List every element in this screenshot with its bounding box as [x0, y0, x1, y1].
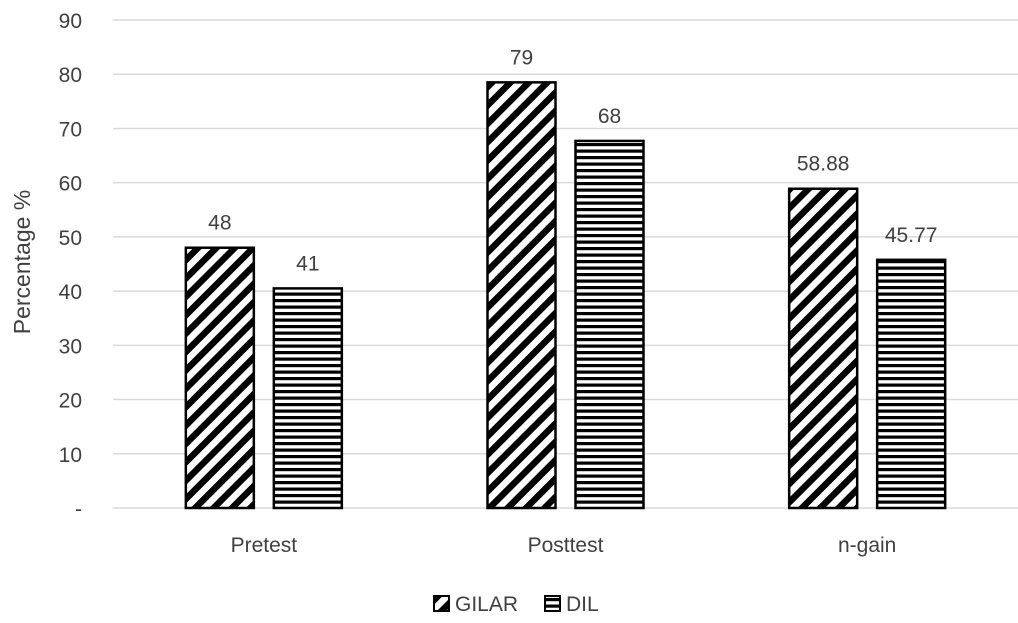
legend-swatch-dil: [544, 595, 561, 612]
y-tick-label: 20: [59, 390, 82, 413]
bar-dil-pretest: [272, 287, 344, 510]
y-tick-label: 70: [59, 118, 82, 141]
x-tick-label: n-gain: [838, 534, 896, 557]
legend-swatch-gilar: [433, 595, 450, 612]
data-label: 45.77: [885, 224, 938, 247]
data-label: 68: [598, 105, 621, 128]
data-label: 41: [296, 252, 319, 275]
legend-label-gilar: GILAR: [455, 593, 518, 616]
bar-gilar-n-gain: [787, 187, 859, 510]
x-axis-ticks: Pretest Posttest n-gain: [231, 534, 897, 557]
bar-dil-n-gain: [875, 258, 947, 510]
y-tick-label: -: [75, 498, 82, 521]
bar-gilar-posttest: [486, 81, 557, 510]
y-tick-label: 80: [59, 64, 82, 87]
data-label: 79: [510, 46, 533, 69]
data-label: 48: [208, 212, 231, 235]
legend-item-dil: DIL: [544, 593, 599, 616]
x-tick-label: Pretest: [231, 534, 298, 557]
y-tick-label: 60: [59, 173, 82, 196]
legend-item-gilar: GILAR: [433, 593, 518, 616]
y-tick-label: 40: [59, 281, 82, 304]
bar-dil-posttest: [574, 139, 645, 510]
y-tick-label: 10: [59, 444, 82, 467]
y-tick-label: 30: [59, 335, 82, 358]
gridlines: [113, 19, 1018, 509]
data-labels: 48 41 79 68 58.88 45.77: [208, 46, 937, 275]
y-axis-ticks: - 10 20 30 40 50 60 70 80 90: [59, 10, 82, 521]
bars: [184, 81, 947, 510]
bar-gilar-pretest: [184, 246, 256, 510]
legend: GILAR DIL: [433, 593, 599, 616]
y-axis-title: Percentage %: [9, 190, 35, 334]
data-label: 58.88: [797, 153, 850, 176]
y-tick-label: 90: [59, 10, 82, 33]
legend-label-dil: DIL: [566, 593, 599, 616]
y-tick-label: 50: [59, 227, 82, 250]
x-tick-label: Posttest: [528, 534, 604, 557]
